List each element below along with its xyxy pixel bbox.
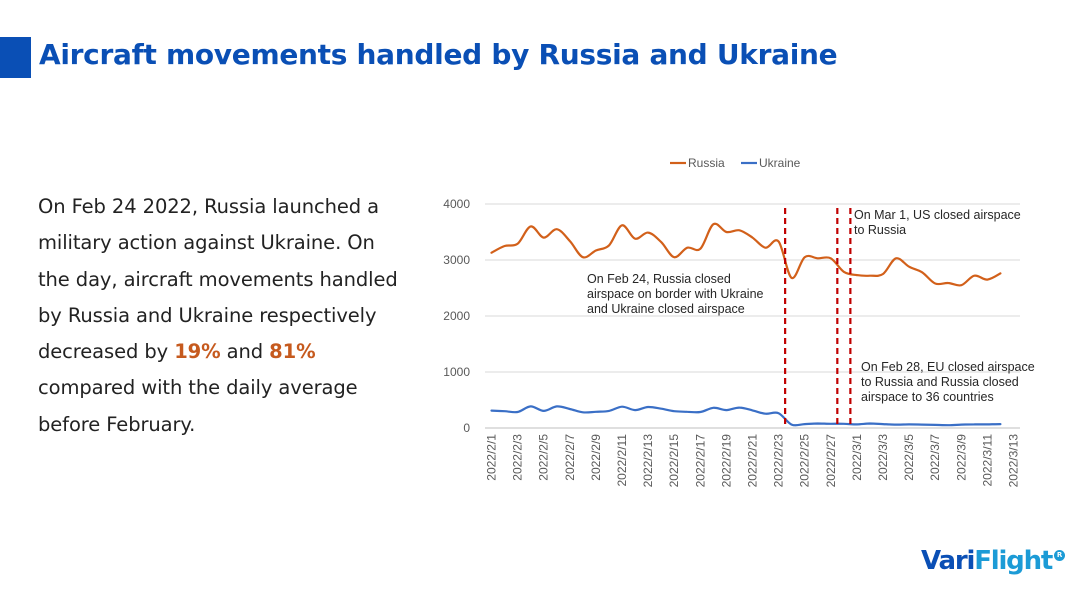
y-tick-label: 1000 <box>443 365 470 379</box>
legend-label-russia: Russia <box>688 156 725 170</box>
y-tick-label: 2000 <box>443 309 470 323</box>
x-tick-label: 2022/3/3 <box>876 434 890 481</box>
series-line-russia <box>490 222 1002 287</box>
ukraine-drop-value: 81% <box>269 340 316 364</box>
russia-drop-value: 19% <box>174 340 221 364</box>
annotation-feb28-line: airspace to 36 countries <box>861 390 994 404</box>
annotation-feb28-line: to Russia and Russia closed <box>861 375 1019 389</box>
x-tick-label: 2022/2/17 <box>693 434 707 488</box>
title-accent-bar <box>0 37 31 78</box>
x-tick-label: 2022/2/15 <box>667 434 681 488</box>
x-tick-label: 2022/2/9 <box>589 434 603 481</box>
x-tick-label: 2022/2/23 <box>772 434 786 488</box>
y-tick-label: 0 <box>463 421 470 435</box>
x-tick-label: 2022/2/3 <box>511 434 525 481</box>
x-tick-label: 2022/2/25 <box>798 434 812 488</box>
annotation-feb28-line: On Feb 28, EU closed airspace <box>861 360 1035 374</box>
annotation-feb24-line: On Feb 24, Russia closed <box>587 272 731 286</box>
annotation-feb24-line: and Ukraine closed airspace <box>587 302 745 316</box>
x-tick-label: 2022/2/19 <box>719 434 733 488</box>
x-tick-label: 2022/3/9 <box>954 434 968 481</box>
variflight-logo: VariFlight R <box>921 546 1066 576</box>
summary-text-part-1: On Feb 24 2022, Russia launched a milita… <box>38 195 398 364</box>
page-title: Aircraft movements handled by Russia and… <box>39 38 838 71</box>
logo-vari: Vari <box>921 546 975 576</box>
x-tick-label: 2022/2/11 <box>615 434 629 487</box>
y-tick-label: 3000 <box>443 253 470 267</box>
x-tick-label: 2022/2/1 <box>485 434 499 481</box>
x-tick-label: 2022/2/13 <box>641 434 655 488</box>
x-tick-label: 2022/3/11 <box>980 434 994 487</box>
y-tick-label: 4000 <box>443 197 470 211</box>
x-tick-label: 2022/2/5 <box>537 434 551 481</box>
x-tick-label: 2022/2/27 <box>824 434 838 488</box>
x-tick-label: 2022/2/21 <box>746 434 760 488</box>
x-tick-label: 2022/3/7 <box>928 434 942 481</box>
x-tick-label: 2022/2/7 <box>563 434 577 481</box>
annotation-mar1-line: On Mar 1, US closed airspace <box>854 208 1021 222</box>
legend-label-ukraine: Ukraine <box>759 156 801 170</box>
annotation-feb24-line: airspace on border with Ukraine <box>587 287 764 301</box>
summary-text-part-2: and <box>220 340 270 364</box>
summary-text: On Feb 24 2022, Russia launched a milita… <box>38 189 408 443</box>
x-tick-label: 2022/3/1 <box>850 434 864 481</box>
series-line-ukraine <box>490 405 1002 427</box>
registered-mark-icon: R <box>1054 550 1066 561</box>
logo-flight: Flight <box>974 546 1053 576</box>
summary-text-part-3: compared with the daily average before F… <box>38 376 358 436</box>
x-tick-label: 2022/3/5 <box>902 434 916 481</box>
annotation-mar1-line: to Russia <box>854 223 906 237</box>
x-tick-label: 2022/3/13 <box>1006 434 1020 488</box>
